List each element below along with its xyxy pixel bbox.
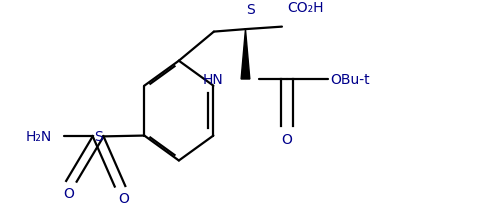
Text: S: S — [94, 130, 102, 144]
Text: S: S — [245, 3, 254, 17]
Text: O: O — [281, 132, 292, 146]
Text: CO₂H: CO₂H — [286, 1, 323, 15]
Text: O: O — [63, 186, 74, 200]
Text: O: O — [118, 191, 129, 205]
Text: OBu-t: OBu-t — [329, 73, 369, 87]
Polygon shape — [241, 30, 249, 80]
Text: H₂N: H₂N — [26, 130, 52, 144]
Text: HN: HN — [203, 73, 223, 87]
